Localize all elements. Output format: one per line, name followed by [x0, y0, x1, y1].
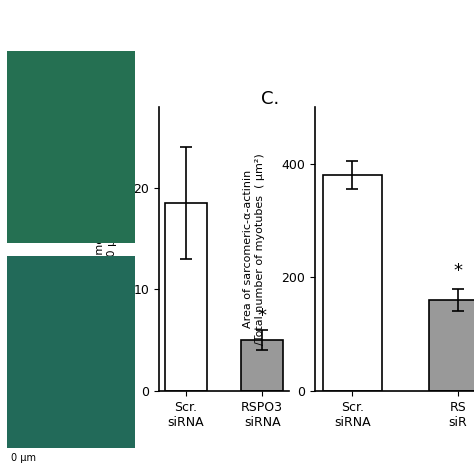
- Bar: [429, 300, 474, 391]
- Text: *: *: [454, 262, 463, 280]
- FancyBboxPatch shape: [7, 51, 135, 243]
- Bar: [241, 340, 283, 391]
- Y-axis label: Area of sarcomeric-α-actinin
/Total number of myotubes  ( μm²): Area of sarcomeric-α-actinin /Total numb…: [243, 153, 265, 345]
- Bar: [323, 175, 382, 391]
- Text: B.: B.: [119, 90, 137, 108]
- Text: *: *: [258, 307, 267, 325]
- FancyBboxPatch shape: [7, 51, 135, 243]
- Bar: [165, 203, 207, 391]
- Y-axis label: Area of sarcomeric-α-actinin
(x 10 μm²): Area of sarcomeric-α-actinin (x 10 μm²): [95, 170, 117, 328]
- FancyBboxPatch shape: [7, 256, 135, 448]
- Text: 0 μm: 0 μm: [11, 453, 36, 463]
- Text: C.: C.: [261, 90, 280, 108]
- FancyBboxPatch shape: [7, 256, 135, 448]
